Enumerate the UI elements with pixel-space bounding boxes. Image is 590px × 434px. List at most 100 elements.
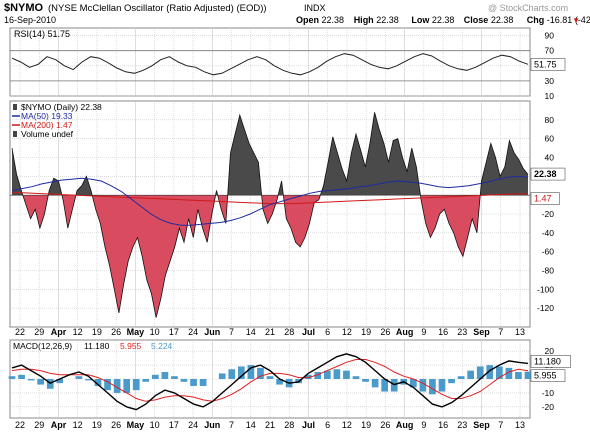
rsi-last-value-text: 51.75 [534,59,557,69]
watermark: @ StockCharts.com [488,3,568,13]
price-y-tick: -60 [542,247,555,257]
ma200-last-value [530,192,560,205]
x-tick-label: 26 [111,327,121,337]
x-tick-label: 29 [34,327,44,337]
x-tick-label: 24 [188,327,198,337]
x-tick-label: Jun [204,420,220,430]
macd-histogram-bar [56,379,64,384]
macd-histogram-bar [218,373,226,379]
x-tick-label: 12 [342,327,352,337]
price-legend-entry: MA(50) 19.33 [21,111,73,121]
x-tick-label: May [127,420,145,430]
macd-histogram-bar [467,370,475,379]
rsi-layer [10,50,530,82]
x-tick-label: 21 [265,327,275,337]
x-tick-label: 26 [111,420,121,430]
x-tick-label: 7 [498,327,503,337]
x-tick-label: Aug [396,327,414,337]
macd-histogram-bar [8,376,16,379]
x-tick-label: 7 [229,327,234,337]
x-tick-label: 16 [438,327,448,337]
macd-histogram-bar [142,379,150,382]
rsi-line [11,53,529,76]
macd-histogram-bar [257,367,264,379]
price-y-tick: 60 [545,134,555,144]
macd-histogram-bar [486,365,494,379]
x-tick-label: 22 [15,420,25,430]
stat-close: Close 22.38 [464,15,514,25]
macd-histogram-bar [343,370,350,379]
macd-histogram-bar [94,379,102,386]
macd-histogram-bar [132,379,140,391]
macd-histogram-bar [161,372,169,379]
signal-line [11,359,529,402]
x-tick-label: 19 [361,420,371,430]
macd-legend-entry: 11.180 [84,341,110,351]
x-tick-label: 9 [421,327,426,337]
x-tick-label: 6 [325,420,330,430]
nymo-line [11,112,529,318]
macd-histogram-bar [515,372,522,379]
x-tick-label: 10 [150,327,160,337]
signal-last-value-text: 5.955 [534,371,557,381]
chart-date: 16-Sep-2010 [4,15,56,25]
macd-y-tick: -20 [542,402,555,412]
macd-histogram-bar [476,366,484,379]
macd-layer [8,353,532,411]
macd-histogram-bar [199,379,207,386]
macd-histogram-bar [276,379,283,385]
quote-stats: Open 22.38 High 22.38 Low 22.38 Close 22.38… [296,15,590,25]
chart-symbol: $NYMO [4,2,44,14]
macd-histogram-bar [352,376,360,379]
macd-histogram-bar [419,379,427,392]
macd-histogram-bar [247,365,255,379]
candle-icon [13,104,17,110]
macd-histogram-bar [75,376,83,379]
x-tick-label: 13 [515,327,525,337]
rsi-legend: RSI(14) 51.75 [14,29,70,39]
x-tick-label: 19 [92,327,102,337]
x-tick-label: 19 [361,327,371,337]
nymo-positive-area [12,112,528,196]
price-y-tick: -80 [542,266,555,276]
macd-histogram-bar [438,379,446,392]
macd-histogram-bar [228,369,236,379]
macd-histogram-bar [371,379,379,388]
macd-y-tick: -10 [542,388,555,398]
rsi-y-tick: 70 [545,46,555,56]
rsi-y-tick: 10 [545,91,555,101]
x-tick-label: 29 [34,420,44,430]
price-last-value-text: 22.38 [534,169,557,179]
macd-histogram-bar [304,374,312,379]
x-tick-label: 7 [229,420,234,430]
x-tick-label: 24 [188,420,198,430]
x-tick-label: 7 [498,420,503,430]
x-tick-label: 14 [246,327,256,337]
macd-histogram-bar [171,376,178,379]
x-tick-label: Apr [51,420,67,430]
price-y-tick: -120 [537,303,554,313]
macd-histogram-bar [151,374,159,379]
rsi-y-tick: 30 [545,76,555,86]
macd-histogram-bar [237,366,245,379]
price-y-tick: 80 [545,115,555,125]
price-legend-entry: $NYMO (Daily) 22.38 [21,102,102,112]
x-tick-label: Jun [204,327,220,337]
macd-histogram-bar [266,376,274,379]
rsi-y-tick: 90 [545,31,555,41]
price-layer [10,112,530,318]
macd-histogram-bar [123,379,131,393]
price-legend-entry: MA(200) 1.47 [21,120,73,130]
macd-histogram-bar [85,379,92,381]
x-tick-label: 6 [325,327,330,337]
macd-legend-entry: 5.224 [151,341,173,351]
macd-histogram-bar [448,379,455,384]
x-tick-label: Apr [51,327,67,337]
price-y-tick: -100 [537,284,554,294]
x-tick-label: Sep [473,327,490,337]
x-tick-label: 12 [73,327,83,337]
macd-line [11,353,529,411]
x-tick-label: 12 [73,420,83,430]
x-tick-label: 21 [265,420,275,430]
